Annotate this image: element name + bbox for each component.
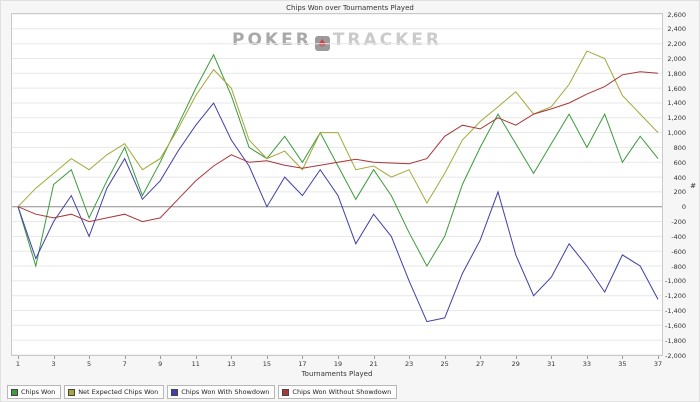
x-tick-label: 31	[547, 360, 556, 368]
y-tick-label: 2,000	[667, 54, 686, 63]
legend-label-chips-won-with-showdown: Chips Won With Showdown	[181, 388, 270, 396]
x-tick-mark	[409, 356, 411, 359]
x-tick-mark	[551, 356, 553, 359]
x-tick-mark	[89, 356, 91, 359]
legend-swatch-net-expected-chips-won	[68, 388, 76, 396]
x-tick-label: 13	[227, 360, 236, 368]
y-tick-label: -1,800	[665, 336, 686, 345]
x-tick-label: 33	[582, 360, 592, 368]
y-tick-label: 1,800	[667, 69, 686, 78]
legend-swatch-chips-won	[11, 388, 18, 396]
x-tick-mark	[622, 356, 624, 359]
x-tick-label: 11	[191, 360, 200, 368]
x-tick-mark	[373, 356, 375, 359]
y-tick-label: 2,400	[667, 25, 686, 34]
y-tick-label: -600	[671, 247, 686, 256]
y-tick-label: -400	[671, 232, 686, 241]
y-tick-label: 200	[673, 188, 686, 197]
y-tick-label: 1,000	[667, 129, 686, 138]
watermark-text-tracker: TRACKER	[332, 30, 442, 50]
legend-label-chips-won: Chips Won	[21, 388, 56, 396]
x-tick-mark	[658, 356, 659, 359]
x-tick-mark	[444, 356, 446, 359]
x-tick-mark	[18, 356, 19, 359]
x-tick-label: 23	[404, 360, 414, 368]
y-tick-label: 400	[673, 173, 686, 182]
y-axis-labels: 2,600 2,400 2,200 2,000 1,800 1,600 1,400 1,200…	[664, 10, 692, 360]
y-tick-label: -2,000	[665, 351, 686, 360]
x-tick-mark	[586, 356, 588, 359]
x-tick-label: 37	[653, 360, 663, 368]
x-tick-label: 21	[369, 360, 378, 368]
y-tick-label: 1,400	[667, 99, 686, 108]
y-tick-label: -1,200	[665, 292, 686, 301]
y-tick-label: 2,600	[667, 10, 686, 19]
x-tick-mark	[231, 356, 233, 359]
legend-item-net-expected-chips-won[interactable]: Net Expected Chips Won	[64, 385, 165, 399]
x-tick-mark	[53, 356, 55, 359]
x-axis-title: Tournaments Played	[301, 370, 373, 378]
plot-area: POKER ♠ TRACKER	[11, 13, 663, 356]
legend-item-chips-won-with-showdown[interactable]: Chips Won With Showdown	[167, 385, 276, 399]
x-tick-mark	[266, 356, 268, 359]
x-tick-label: 27	[476, 360, 485, 368]
x-tick-label: 19	[333, 360, 343, 368]
y-tick-label: 600	[673, 158, 686, 167]
x-tick-label: 25	[440, 360, 449, 368]
y-tick-label: -1,000	[665, 277, 686, 286]
x-tick-mark	[480, 356, 482, 359]
y-tick-label: 2,200	[667, 40, 686, 49]
y-tick-label: 1,200	[667, 114, 686, 123]
legend: Chips Won Net Expected Chips Won Chips W…	[7, 385, 398, 399]
x-tick-label: 35	[618, 360, 627, 368]
x-tick-label: 3	[51, 360, 56, 368]
legend-item-chips-won-without-showdown[interactable]: Chips Won Without Showdown	[278, 385, 398, 399]
y-tick-label: -1,400	[665, 307, 686, 316]
x-tick-mark	[124, 356, 126, 359]
watermark-text-poker: POKER	[232, 30, 312, 50]
x-axis-labels: 1 3 5 7 9 11 13 15 17 19 21 23 25 27 29 31 33 35 37	[12, 356, 664, 370]
legend-item-chips-won[interactable]: Chips Won	[7, 385, 62, 399]
y-tick-label: -200	[671, 218, 686, 227]
x-tick-label: 15	[262, 360, 272, 368]
y-axis-title: #	[690, 182, 696, 190]
legend-swatch-chips-won-without-showdown	[282, 388, 290, 396]
x-tick-label: 1	[15, 360, 21, 368]
x-tick-mark	[302, 356, 304, 359]
x-tick-mark	[160, 356, 162, 359]
y-tick-label: -1,600	[665, 321, 686, 330]
x-tick-label: 17	[298, 360, 307, 368]
x-tick-mark	[195, 356, 197, 359]
y-tick-label: 800	[673, 143, 686, 152]
x-tick-label: 5	[87, 360, 92, 368]
chart-canvas	[12, 14, 662, 355]
x-tick-label: 9	[158, 360, 163, 368]
pokertracker-watermark: POKER ♠ TRACKER	[12, 30, 662, 51]
legend-label-chips-won-without-showdown: Chips Won Without Showdown	[292, 388, 392, 396]
y-tick-label: 0	[681, 203, 686, 212]
x-tick-label: 7	[122, 360, 127, 368]
x-tick-mark	[338, 356, 339, 359]
x-tick-label: 29	[511, 360, 520, 368]
chart-title: Chips Won over Tournaments Played	[286, 4, 414, 12]
legend-label-net-expected-chips-won: Net Expected Chips Won	[78, 388, 159, 396]
y-tick-label: -800	[671, 262, 686, 271]
legend-swatch-chips-won-with-showdown	[171, 388, 179, 396]
y-tick-label: 1,600	[667, 84, 686, 93]
x-tick-mark	[515, 356, 517, 359]
